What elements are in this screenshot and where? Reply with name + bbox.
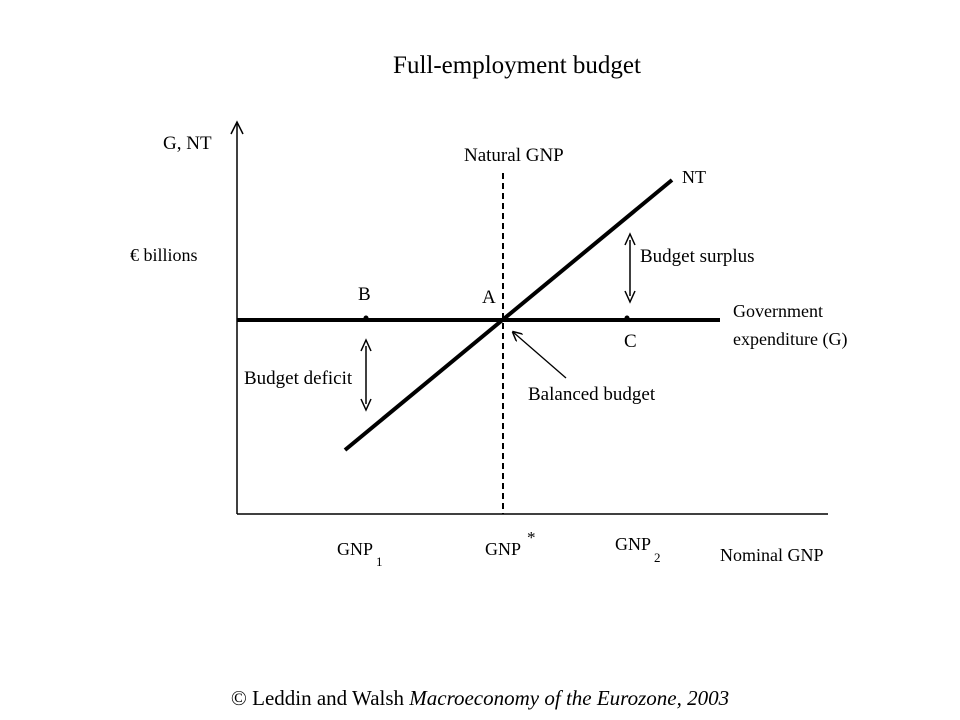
diagram-title: Full-employment budget bbox=[393, 52, 641, 79]
point-c-label: C bbox=[624, 331, 637, 352]
point-a-label: A bbox=[482, 287, 496, 308]
balanced-budget-label: Balanced budget bbox=[528, 384, 656, 405]
footer-authors: Leddin and Walsh bbox=[252, 686, 404, 710]
footer-book: Macroeconomy of the Eurozone, 2003 bbox=[408, 686, 729, 710]
surplus-arrowhead-top bbox=[624, 232, 636, 246]
nt-label: NT bbox=[682, 167, 706, 187]
point-c-dot bbox=[624, 315, 630, 321]
x-tick-gnp2: GNP bbox=[615, 534, 651, 554]
x-tick-gnp-star: GNP bbox=[485, 539, 521, 559]
g-line-label: Government bbox=[733, 301, 823, 321]
budget-deficit-label: Budget deficit bbox=[244, 368, 353, 389]
x-tick-gnp1-sub: 1 bbox=[376, 554, 383, 569]
point-b-label: B bbox=[358, 284, 371, 305]
x-tick-gnp-star-sup: * bbox=[527, 528, 536, 547]
surplus-arrowhead-bottom bbox=[624, 290, 636, 304]
nt-line bbox=[343, 178, 674, 452]
y-axis-arrowhead bbox=[230, 120, 244, 135]
balanced-pointer bbox=[513, 332, 567, 379]
deficit-arrowhead-top bbox=[360, 338, 372, 352]
deficit-arrowhead-bottom bbox=[360, 398, 372, 412]
y-axis-unit: € billions bbox=[130, 245, 198, 265]
x-tick-gnp1: GNP bbox=[337, 539, 373, 559]
point-b-dot bbox=[363, 315, 369, 321]
copyright-symbol: © bbox=[231, 686, 247, 710]
x-tick-gnp2-sub: 2 bbox=[654, 550, 661, 565]
footer-copyright: © Leddin and Walsh Macroeconomy of the E… bbox=[231, 686, 729, 710]
x-axis-label: Nominal GNP bbox=[720, 545, 824, 565]
g-line-label-2: expenditure (G) bbox=[733, 329, 847, 350]
budget-surplus-label: Budget surplus bbox=[640, 246, 755, 267]
natural-gnp-label: Natural GNP bbox=[464, 145, 564, 166]
y-axis-label: G, NT bbox=[163, 133, 212, 154]
